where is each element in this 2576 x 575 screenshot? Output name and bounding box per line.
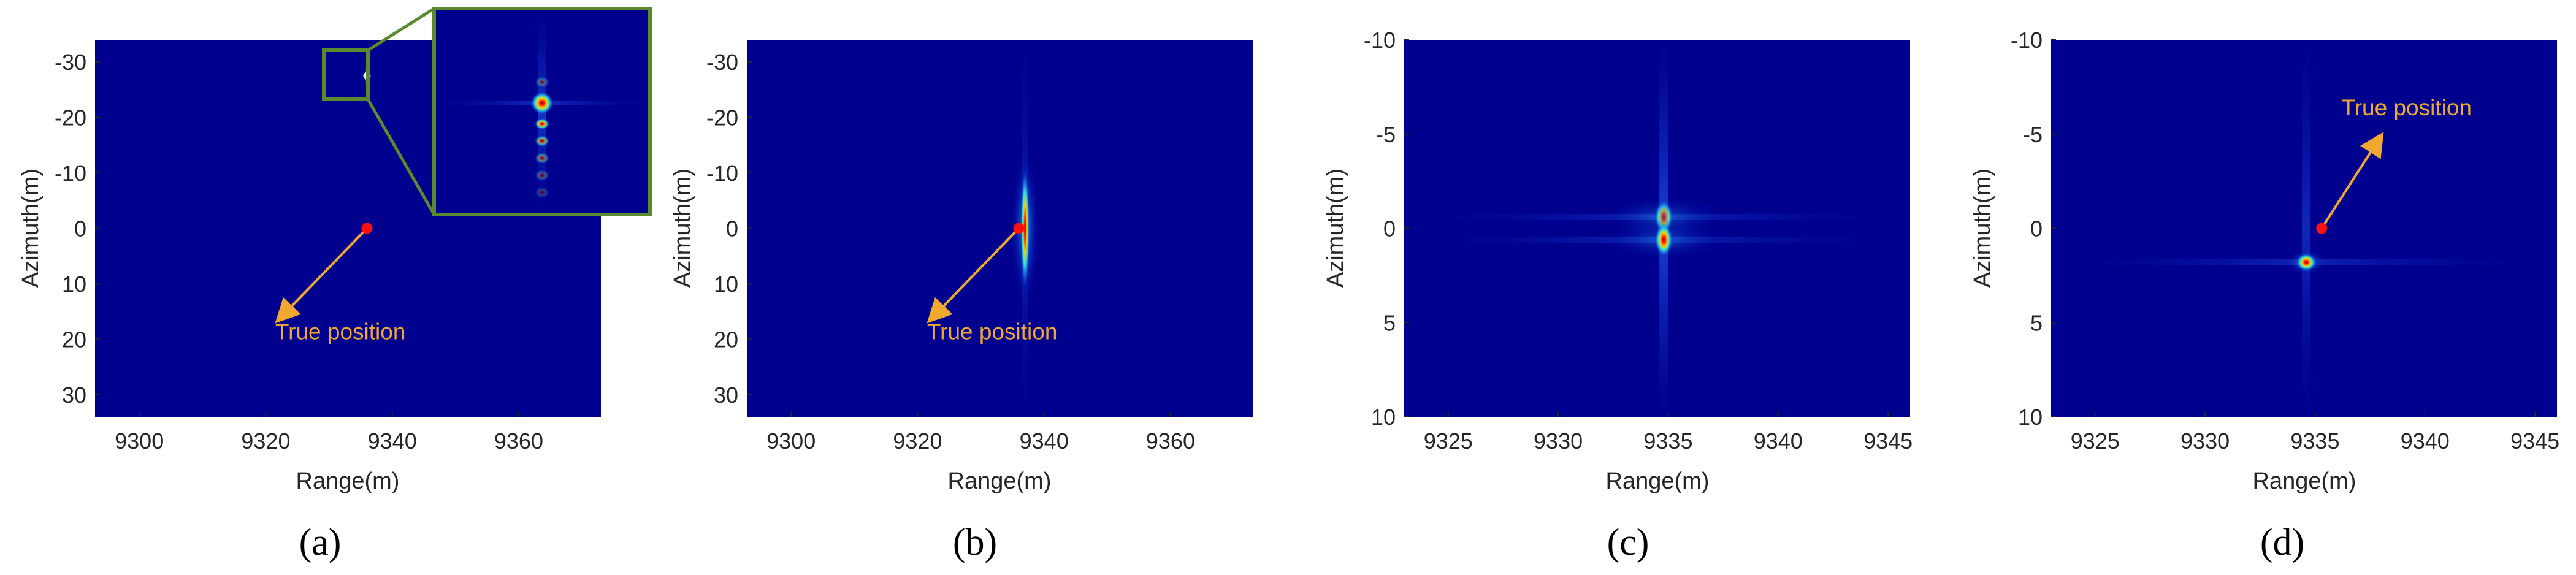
y-tick-label: 30 [62,383,86,408]
inset-sidelobe [535,77,549,88]
x-axis-label: Range(m) [2253,468,2356,494]
annotation-text: True position [927,319,1058,344]
x-tick-label: 9325 [1424,428,1473,454]
panel-b: 9300 9320 9340 9360 -30 -20 -10 0 10 20 30 Range(m… [670,40,1253,563]
x-tick-label: 9320 [893,428,942,454]
annotation-arrow [927,227,1020,324]
peak-blob [2296,253,2317,271]
inset-peak [531,92,553,114]
y-tick-label: -30 [706,50,738,75]
y-tick-label: -30 [55,50,86,75]
x-tick-label: 9360 [1146,428,1195,454]
true-position-marker [361,223,373,234]
panel-c: 9325 9330 9335 9340 9345 -10 -5 0 5 10 Range(m) A… [1323,28,1913,563]
y-tick-label: 5 [2030,310,2043,335]
y-axis-label: Azimuth(m) [1323,169,1348,288]
y-tick-label: -10 [2011,28,2043,53]
true-position-marker [1013,223,1025,234]
inset-sidelobe [535,153,549,164]
x-axis-label: Range(m) [1606,468,1710,494]
x-axis-label: Range(m) [296,468,400,494]
inset-sidelobe [535,187,549,198]
x-tick-label: 9300 [766,428,816,454]
peak-blob [1655,223,1673,256]
y-tick-label: -10 [706,161,738,186]
x-tick-label: 9330 [2180,428,2230,454]
panel-caption: (b) [953,522,997,563]
sidelobe-streak-vertical [2302,40,2311,417]
x-tick-label: 9345 [2510,428,2559,454]
heatmap-background [747,40,1253,417]
x-tick-label: 9325 [2071,428,2120,454]
y-tick-label: 10 [2018,405,2043,430]
y-tick-label: -20 [55,105,86,131]
y-tick-label: 0 [726,216,738,242]
y-tick-label: 0 [1383,216,1396,242]
x-tick-label: 9340 [368,428,417,454]
inset-sidelobe [535,118,549,129]
x-tick-label: 9340 [1754,428,1803,454]
y-axis-label: Azimuth(m) [18,169,44,288]
y-tick-label: 5 [1383,310,1396,335]
y-tick-label: 0 [2030,216,2043,242]
y-tick-label: 10 [714,272,738,297]
x-tick-label: 9320 [241,428,290,454]
y-tick-label: -10 [1364,28,1396,53]
y-tick-label: 10 [62,272,86,297]
y-axis-label: Azimuth(m) [1970,169,1995,288]
inset-zoom [322,7,652,216]
y-tick-label: -5 [2023,122,2043,147]
y-tick-label: 20 [714,327,738,352]
inset-connector-bottom [366,98,436,216]
annotation-arrow [275,227,368,324]
y-axis-label: Azimuth(m) [670,169,695,288]
panel-a: 9300 9320 9340 9360 -30 -20 -10 0 10 20 30 Range(m… [18,7,652,563]
x-tick-label: 9360 [494,428,543,454]
inset-connector-top [367,7,435,52]
panel-d: 9325 9330 9335 9340 9345 -10 -5 0 5 10 Range(m) A… [1970,28,2559,563]
annotation-arrow [2320,132,2384,229]
inset-sidelobe [535,170,549,181]
y-tick-label: 0 [74,216,86,242]
x-tick-label: 9300 [115,428,164,454]
x-axis-label: Range(m) [948,468,1052,494]
y-tick-label: 30 [714,383,738,408]
panel-caption: (d) [2260,522,2304,563]
x-tick-label: 9330 [1534,428,1583,454]
y-tick-label: -10 [55,161,86,186]
panel-caption: (a) [299,522,342,563]
y-tick-label: 10 [1371,405,1396,430]
x-tick-label: 9340 [1020,428,1069,454]
inset-zoom-box [322,48,370,101]
peak-blob [1020,170,1030,287]
y-tick-label: -20 [706,105,738,131]
x-tick-label: 9335 [2290,428,2339,454]
x-tick-label: 9335 [1643,428,1692,454]
y-tick-label: -5 [1376,122,1396,147]
inset-sidelobe [535,135,549,147]
y-tick-label: 20 [62,327,86,352]
x-tick-label: 9340 [2401,428,2450,454]
x-tick-label: 9345 [1863,428,1913,454]
true-position-marker [2316,223,2328,234]
panel-caption: (c) [1607,522,1649,563]
annotation-text: True position [275,319,406,344]
annotation-text: True position [2341,95,2472,120]
